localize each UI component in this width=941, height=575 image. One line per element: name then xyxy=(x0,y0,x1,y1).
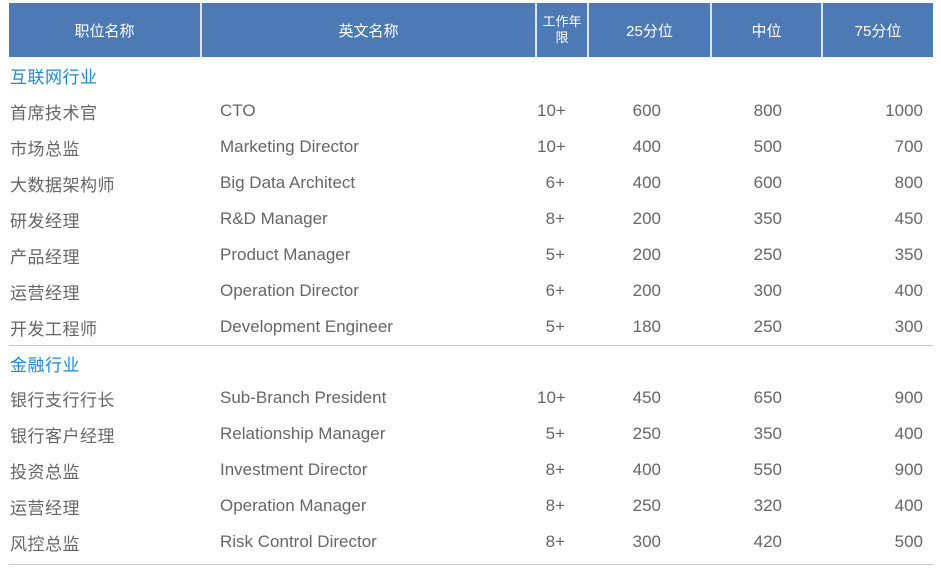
cell-en: Investment Director xyxy=(220,460,368,479)
cell-en: Big Data Architect xyxy=(220,173,356,192)
cell-p25: 250 xyxy=(632,496,661,515)
cell-p25: 300 xyxy=(632,532,661,551)
cell-en: R&D Manager xyxy=(220,209,328,228)
cell-years: 8+ xyxy=(545,209,565,228)
cell-cn: 大数据架构师 xyxy=(10,175,115,195)
table-row: 首席技术官 CTO 10+ 600 800 1000 xyxy=(9,93,933,129)
cell-years: 5+ xyxy=(545,245,565,264)
cell-median: 250 xyxy=(753,245,782,264)
cell-p75: 450 xyxy=(894,209,923,228)
table-row: 运营经理 Operation Director 6+ 200 300 400 xyxy=(9,273,933,309)
cell-p75: 700 xyxy=(894,137,923,156)
cell-median: 300 xyxy=(753,281,782,300)
cell-median: 350 xyxy=(753,209,782,228)
cell-cn: 银行支行行长 xyxy=(10,390,115,410)
cell-cn: 开发工程师 xyxy=(10,319,98,339)
cell-p25: 400 xyxy=(632,460,661,479)
cell-p25: 450 xyxy=(632,388,661,407)
cell-p25: 600 xyxy=(632,101,661,120)
table-row: 市场总监 Marketing Director 10+ 400 500 700 xyxy=(9,129,933,165)
table-row: 银行客户经理 Relationship Manager 5+ 250 350 400 xyxy=(9,416,933,452)
cell-p25: 200 xyxy=(632,209,661,228)
table-bottom-rule xyxy=(9,564,933,565)
cell-median: 550 xyxy=(753,460,782,479)
cell-p25: 200 xyxy=(632,281,661,300)
cell-p75: 350 xyxy=(894,245,923,264)
cell-cn: 银行客户经理 xyxy=(10,426,115,446)
table-row: 运营经理 Operation Manager 8+ 250 320 400 xyxy=(9,488,933,524)
cell-median: 350 xyxy=(753,424,782,443)
cell-en: Marketing Director xyxy=(220,137,359,156)
cell-p25: 400 xyxy=(632,173,661,192)
cell-years: 5+ xyxy=(545,424,565,443)
cell-en: Development Engineer xyxy=(220,317,393,336)
section-row: 金融行业 xyxy=(9,345,933,380)
cell-p75: 800 xyxy=(894,173,923,192)
cell-median: 320 xyxy=(753,496,782,515)
table-row: 投资总监 Investment Director 8+ 400 550 900 xyxy=(9,452,933,488)
column-header-75th-percentile: 75分位 xyxy=(854,22,902,40)
cell-median: 500 xyxy=(753,137,782,156)
column-header-25th-percentile: 25分位 xyxy=(589,3,712,57)
cell-en: Product Manager xyxy=(220,245,351,264)
cell-median: 420 xyxy=(753,532,782,551)
cell-en: Relationship Manager xyxy=(220,424,386,443)
cell-p75: 500 xyxy=(894,532,923,551)
cell-cn: 市场总监 xyxy=(10,139,80,159)
cell-years: 8+ xyxy=(545,496,565,515)
table-row: 风控总监 Risk Control Director 8+ 300 420 500 xyxy=(9,524,933,560)
cell-years: 6+ xyxy=(545,281,565,300)
column-header-position-en: 英文名称 xyxy=(202,3,537,57)
cell-en: CTO xyxy=(220,101,256,120)
section-label: 互联网行业 xyxy=(10,67,98,87)
cell-years: 8+ xyxy=(545,532,565,551)
cell-p75: 900 xyxy=(894,460,923,479)
table-row: 开发工程师 Development Engineer 5+ 180 250 300 xyxy=(9,309,933,345)
section-label: 金融行业 xyxy=(10,355,80,375)
cell-years: 8+ xyxy=(545,460,565,479)
cell-years: 10+ xyxy=(537,101,566,120)
cell-en: Risk Control Director xyxy=(220,532,377,551)
cell-p25: 200 xyxy=(632,245,661,264)
cell-p75: 400 xyxy=(894,424,923,443)
cell-cn: 运营经理 xyxy=(10,498,80,518)
cell-cn: 投资总监 xyxy=(10,462,80,482)
table-body: 互联网行业首席技术官 CTO 10+ 600 800 1000 市场总监 Marketing … xyxy=(9,57,933,560)
cell-p75: 900 xyxy=(894,388,923,407)
cell-median: 600 xyxy=(753,173,782,192)
table-row: 产品经理 Product Manager 5+ 200 250 350 xyxy=(9,237,933,273)
cell-p75: 300 xyxy=(894,317,923,336)
cell-p75: 400 xyxy=(894,281,923,300)
column-header-median: 中位 xyxy=(712,3,823,57)
cell-en: Sub-Branch President xyxy=(220,388,387,407)
salary-table: 职位名称 英文名称 工作年限 25分位 中位 75分位 互联网行业首席技术官 CT… xyxy=(9,3,933,565)
cell-en: Operation Director xyxy=(220,281,359,300)
table-header-row: 职位名称 英文名称 工作年限 25分位 中位 75分位 xyxy=(9,3,933,57)
cell-p75: 1000 xyxy=(885,101,923,120)
cell-p75: 400 xyxy=(894,496,923,515)
cell-cn: 研发经理 xyxy=(10,211,80,231)
cell-p25: 400 xyxy=(632,137,661,156)
cell-years: 10+ xyxy=(537,137,566,156)
column-header-position-cn: 职位名称 xyxy=(9,3,202,57)
cell-cn: 产品经理 xyxy=(10,247,80,267)
table-row: 大数据架构师 Big Data Architect 6+ 400 600 800 xyxy=(9,165,933,201)
cell-p25: 250 xyxy=(632,424,661,443)
cell-median: 650 xyxy=(753,388,782,407)
cell-cn: 首席技术官 xyxy=(10,103,98,123)
cell-median: 250 xyxy=(753,317,782,336)
cell-en: Operation Manager xyxy=(220,496,367,515)
cell-cn: 运营经理 xyxy=(10,283,80,303)
column-header-work-years: 工作年限 xyxy=(537,3,589,57)
cell-median: 800 xyxy=(753,101,782,120)
cell-p25: 180 xyxy=(632,317,661,336)
table-row: 研发经理 R&D Manager 8+ 200 350 450 xyxy=(9,201,933,237)
cell-years: 5+ xyxy=(545,317,565,336)
section-row: 互联网行业 xyxy=(9,57,933,93)
cell-cn: 风控总监 xyxy=(10,534,80,554)
table-row: 银行支行行长 Sub-Branch President 10+ 450 650 900 xyxy=(9,380,933,416)
cell-years: 10+ xyxy=(537,388,566,407)
cell-years: 6+ xyxy=(545,173,565,192)
